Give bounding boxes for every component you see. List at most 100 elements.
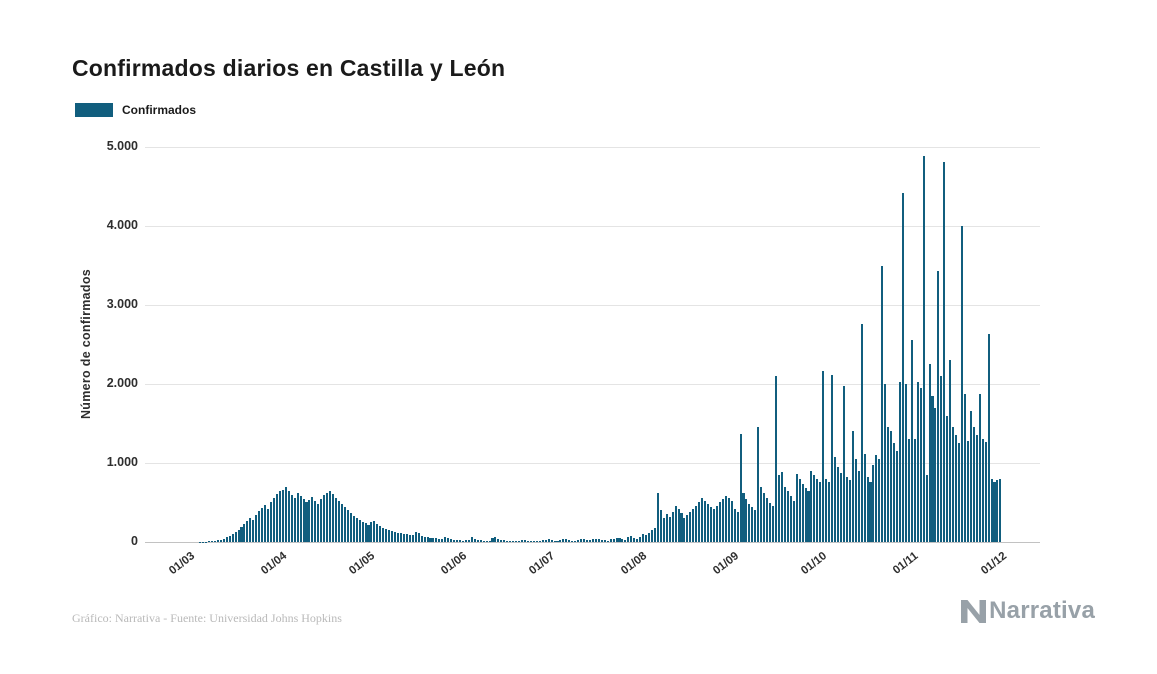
bar (278, 490, 281, 542)
bar (231, 534, 234, 542)
bar (656, 492, 659, 542)
gridline (145, 541, 1040, 543)
bar (234, 532, 237, 542)
bar (441, 539, 444, 542)
bar (798, 478, 801, 542)
bar (751, 507, 754, 542)
bar (603, 540, 606, 542)
bar (352, 515, 355, 542)
y-tick-label: 5.000 (106, 139, 138, 153)
bar (402, 533, 405, 542)
bar (659, 510, 662, 542)
bar (544, 539, 547, 542)
bar (515, 540, 518, 542)
bar (349, 513, 352, 542)
bar (993, 481, 996, 542)
bar (978, 394, 981, 542)
bar (550, 540, 553, 542)
bar (606, 540, 609, 542)
bar (792, 500, 795, 542)
bar (509, 541, 512, 542)
bar (405, 534, 408, 542)
bar (296, 493, 299, 542)
x-tick-label: 01/05 (347, 550, 378, 578)
bar (940, 376, 943, 542)
bar (337, 501, 340, 542)
bar (529, 540, 532, 542)
bar (777, 474, 780, 542)
bar (913, 439, 916, 542)
bar (618, 538, 621, 542)
bar (712, 509, 715, 542)
bar (562, 539, 565, 542)
bar (653, 527, 656, 542)
bar (432, 538, 435, 542)
bar (769, 502, 772, 542)
bar (854, 459, 857, 542)
bar (591, 539, 594, 542)
bar (987, 334, 990, 542)
bar (270, 501, 273, 542)
bar (382, 527, 385, 542)
bar (237, 530, 240, 542)
bar (456, 539, 459, 542)
x-tick-label: 01/08 (619, 550, 650, 578)
bar (222, 538, 225, 542)
bar (518, 540, 521, 542)
legend: Confirmados (75, 103, 196, 117)
gridline (145, 383, 1040, 385)
bar (919, 387, 922, 542)
bar (689, 511, 692, 542)
bar (500, 539, 503, 542)
bar (447, 537, 450, 542)
bar (642, 533, 645, 542)
bar (340, 504, 343, 542)
bar (665, 514, 668, 542)
bar (399, 533, 402, 542)
gridline (145, 304, 1040, 306)
bar (766, 497, 769, 542)
bar (949, 360, 952, 542)
bar (411, 535, 414, 542)
bar (470, 537, 473, 542)
bar (701, 497, 704, 542)
bar (875, 455, 878, 542)
bar (724, 496, 727, 542)
bar (453, 539, 456, 542)
bar (727, 497, 730, 542)
x-tick-label: 01/09 (710, 550, 741, 578)
bar (963, 394, 966, 542)
bar (246, 521, 249, 542)
bar (323, 494, 326, 542)
bar (804, 488, 807, 542)
bar (745, 499, 748, 542)
x-tick-label: 01/03 (167, 550, 198, 578)
bar (314, 500, 317, 542)
bar (346, 510, 349, 542)
bar (904, 384, 907, 542)
bar (916, 381, 919, 542)
bar (523, 539, 527, 542)
bar (955, 435, 958, 542)
bar (429, 537, 432, 542)
bar (255, 514, 258, 542)
bar (512, 541, 515, 542)
chart-title: Confirmados diarios en Castilla y León (72, 55, 506, 82)
bar (739, 433, 742, 542)
bar (482, 540, 485, 542)
bar (459, 540, 462, 542)
bar (901, 192, 904, 542)
bar (624, 539, 627, 542)
bar (414, 531, 417, 542)
bar (813, 474, 816, 542)
bar (597, 539, 600, 542)
bar (385, 529, 388, 542)
bar (816, 478, 819, 542)
bar (925, 474, 928, 542)
bar (828, 481, 831, 542)
y-axis-title: Número de confirmados (79, 268, 93, 420)
bar (287, 491, 290, 542)
bar (361, 521, 364, 542)
bar (290, 494, 293, 542)
